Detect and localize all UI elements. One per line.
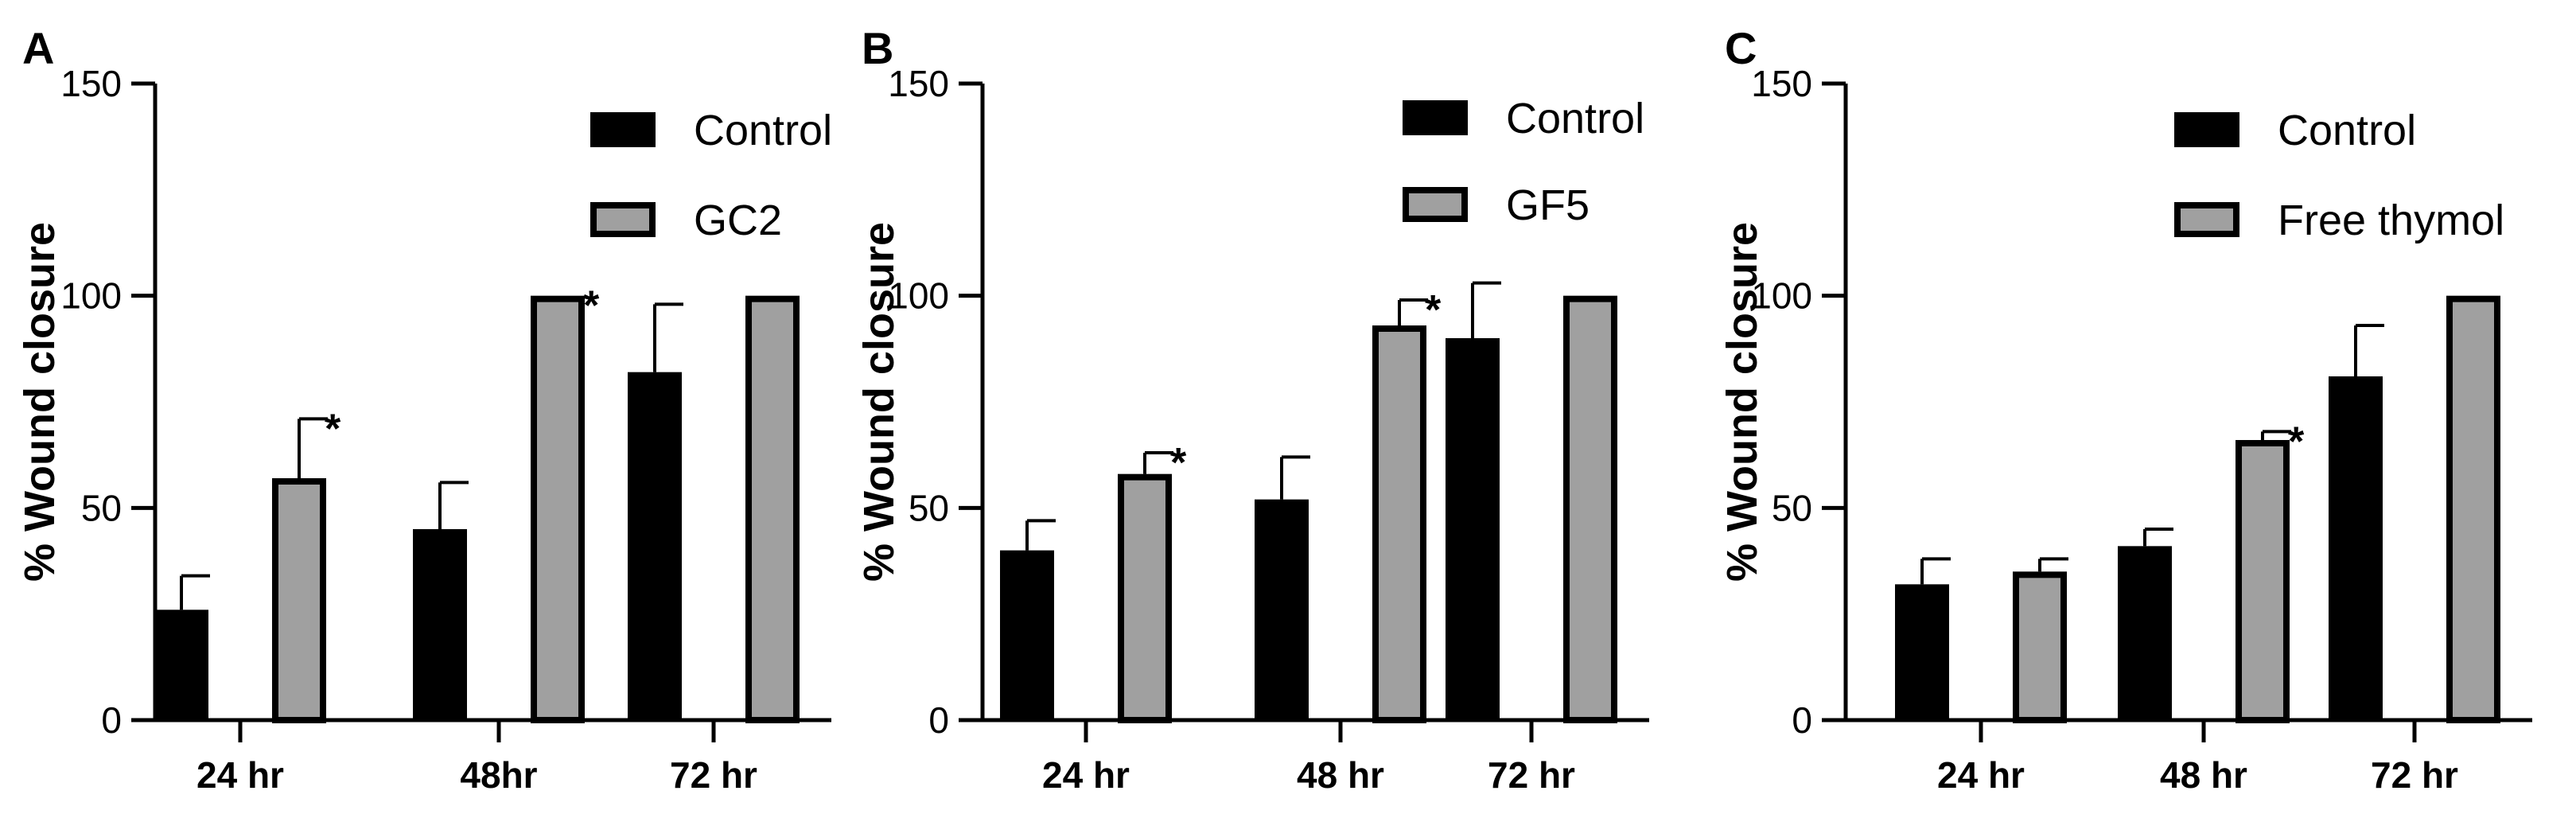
significance-star: *	[2288, 419, 2305, 465]
y-tick-label: 150	[1751, 63, 1812, 104]
y-tick-label: 50	[81, 487, 122, 528]
y-tick-label: 50	[909, 487, 949, 528]
y-tick-label: 0	[928, 699, 949, 741]
panel-a: A 0 50 100 150 % Wound closure 24 hr 48hr 72 hr *…	[16, 23, 832, 796]
bar-control	[413, 529, 467, 720]
y-axis-title: % Wound closure	[855, 222, 903, 582]
x-tick-label: 72 hr	[2371, 754, 2458, 796]
bar-free-thymol	[2013, 571, 2067, 723]
legend-swatch-1	[1403, 187, 1468, 222]
legend-label: Free thymol	[2278, 197, 2504, 244]
y-axis-title: % Wound closure	[16, 222, 64, 582]
x-tick-label: 72 hr	[1488, 754, 1575, 796]
bar-control	[154, 610, 208, 720]
bar-control	[1000, 550, 1054, 720]
bar-gf5	[1372, 325, 1426, 723]
legend-swatch-1	[590, 202, 656, 237]
legend-swatch-0	[1403, 100, 1468, 135]
bar-gc2	[531, 295, 585, 723]
panel-letter: A	[22, 23, 54, 73]
panel-letter: C	[1725, 23, 1757, 73]
x-tick-label: 24 hr	[197, 754, 284, 796]
x-tick-label: 48 hr	[2160, 754, 2247, 796]
x-tick-label: 48hr	[460, 754, 537, 796]
y-tick-label: 100	[1751, 275, 1812, 317]
bar-gf5	[1118, 473, 1172, 724]
bar-gc2	[272, 478, 326, 723]
significance-star: *	[1425, 287, 1442, 333]
bar-free-thymol	[2236, 440, 2290, 723]
bar-control	[2118, 546, 2172, 720]
bar-control	[1446, 338, 1500, 720]
bar-gf5	[1563, 295, 1617, 723]
panel-c: C 0 50 100 150 % Wound closure 24 hr 48 hr 72 hr…	[1718, 23, 2532, 796]
x-tick-label: 24 hr	[1042, 754, 1130, 796]
y-tick-label: 150	[60, 63, 122, 104]
legend-swatch-0	[2174, 112, 2239, 147]
bar-control	[1255, 499, 1309, 720]
bar-gc2	[745, 295, 800, 723]
y-tick-label: 0	[101, 699, 122, 741]
bar-free-thymol	[2446, 295, 2500, 723]
significance-star: *	[583, 283, 600, 329]
y-tick-label: 100	[888, 275, 949, 317]
legend-swatch-1	[2174, 202, 2239, 237]
x-tick-label: 72 hr	[670, 754, 757, 796]
legend-label: Control	[2278, 107, 2416, 154]
panel-b: B 0 50 100 150 % Wound closure 24 hr 48 hr 72 hr…	[855, 23, 1649, 796]
y-tick-label: 150	[888, 63, 949, 104]
bar-control	[1895, 584, 1949, 720]
y-tick-label: 0	[1792, 699, 1812, 741]
legend-label: Control	[1506, 95, 1644, 142]
legend-swatch-0	[590, 112, 656, 147]
x-tick-label: 24 hr	[1937, 754, 2025, 796]
bar-control	[628, 372, 682, 720]
significance-star: *	[1170, 440, 1187, 486]
x-tick-label: 48 hr	[1297, 754, 1384, 796]
y-tick-label: 50	[1772, 487, 1812, 528]
significance-star: *	[325, 406, 341, 452]
bar-control	[2329, 376, 2383, 720]
legend-label: GC2	[694, 197, 782, 244]
legend-label: GF5	[1506, 181, 1590, 229]
panel-letter: B	[862, 23, 893, 73]
y-tick-label: 100	[60, 275, 122, 317]
y-axis-title: % Wound closure	[1718, 222, 1766, 582]
legend-label: Control	[694, 107, 832, 154]
